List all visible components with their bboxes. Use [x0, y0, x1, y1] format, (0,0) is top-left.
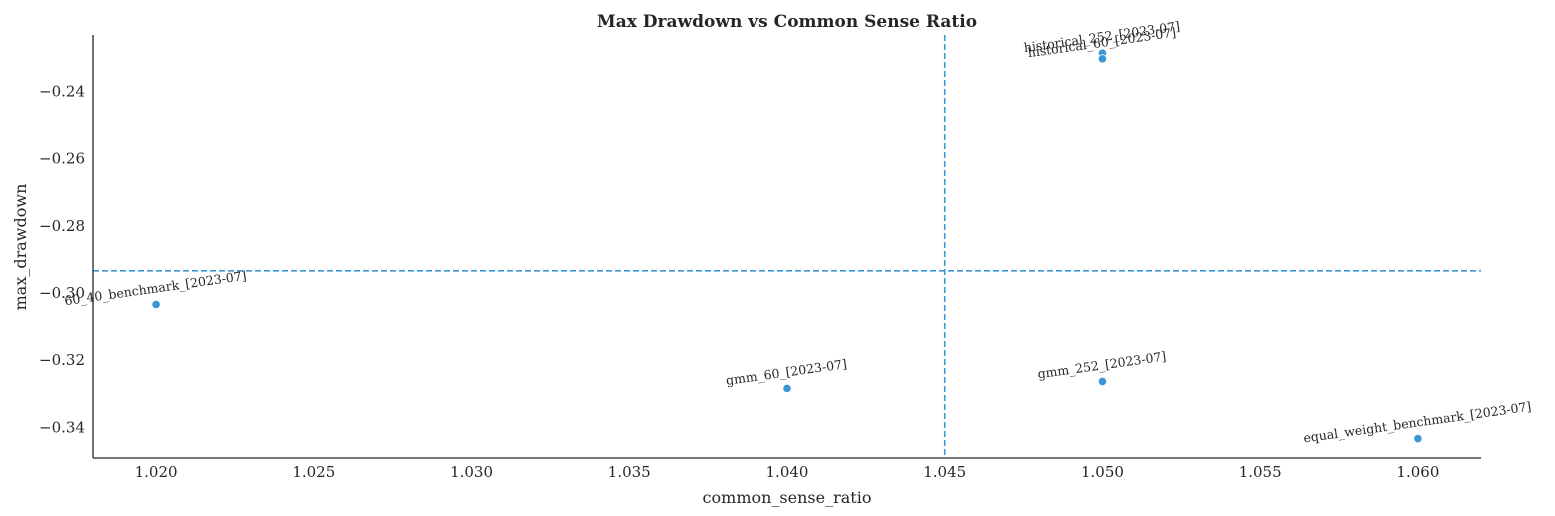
x-tick-label: 1.040 [766, 463, 809, 481]
data-point [1097, 376, 1108, 386]
y-tick-label: −0.34 [39, 418, 85, 436]
data-point [1097, 54, 1108, 64]
data-points [151, 48, 1423, 444]
point-labels: 60_40_benchmark_[2023-07]gmm_60_[2023-07… [64, 18, 1533, 445]
chart-title: Max Drawdown vs Common Sense Ratio [597, 12, 977, 32]
data-point [151, 299, 161, 310]
y-axis-ticks: −0.24 −0.26 −0.28 −0.30 −0.32 −0.34 [39, 82, 85, 436]
y-tick-label: −0.28 [39, 217, 85, 235]
x-tick-label: 1.060 [1396, 463, 1439, 481]
x-tick-label: 1.035 [608, 463, 651, 481]
x-tick-label: 1.020 [135, 463, 178, 481]
data-point-label: gmm_60_[2023-07] [725, 356, 848, 388]
data-point [782, 383, 792, 394]
data-point [1413, 433, 1423, 444]
x-axis-label: common_sense_ratio [703, 488, 872, 507]
x-tick-label: 1.055 [1239, 463, 1282, 481]
y-tick-label: −0.30 [39, 284, 85, 302]
y-tick-label: −0.26 [39, 150, 85, 168]
x-tick-label: 1.050 [1081, 463, 1124, 481]
x-tick-label: 1.025 [292, 463, 335, 481]
y-tick-label: −0.32 [39, 351, 85, 369]
x-tick-label: 1.030 [450, 463, 493, 481]
x-axis-ticks: 1.020 1.025 1.030 1.035 1.040 1.045 1.050 1.055… [135, 463, 1440, 481]
reference-lines [93, 35, 1481, 458]
y-axis-label: max_drawdown [11, 184, 30, 311]
data-point-label: gmm_252_[2023-07] [1037, 348, 1168, 381]
x-tick-label: 1.045 [923, 463, 966, 481]
y-tick-label: −0.24 [39, 82, 85, 100]
